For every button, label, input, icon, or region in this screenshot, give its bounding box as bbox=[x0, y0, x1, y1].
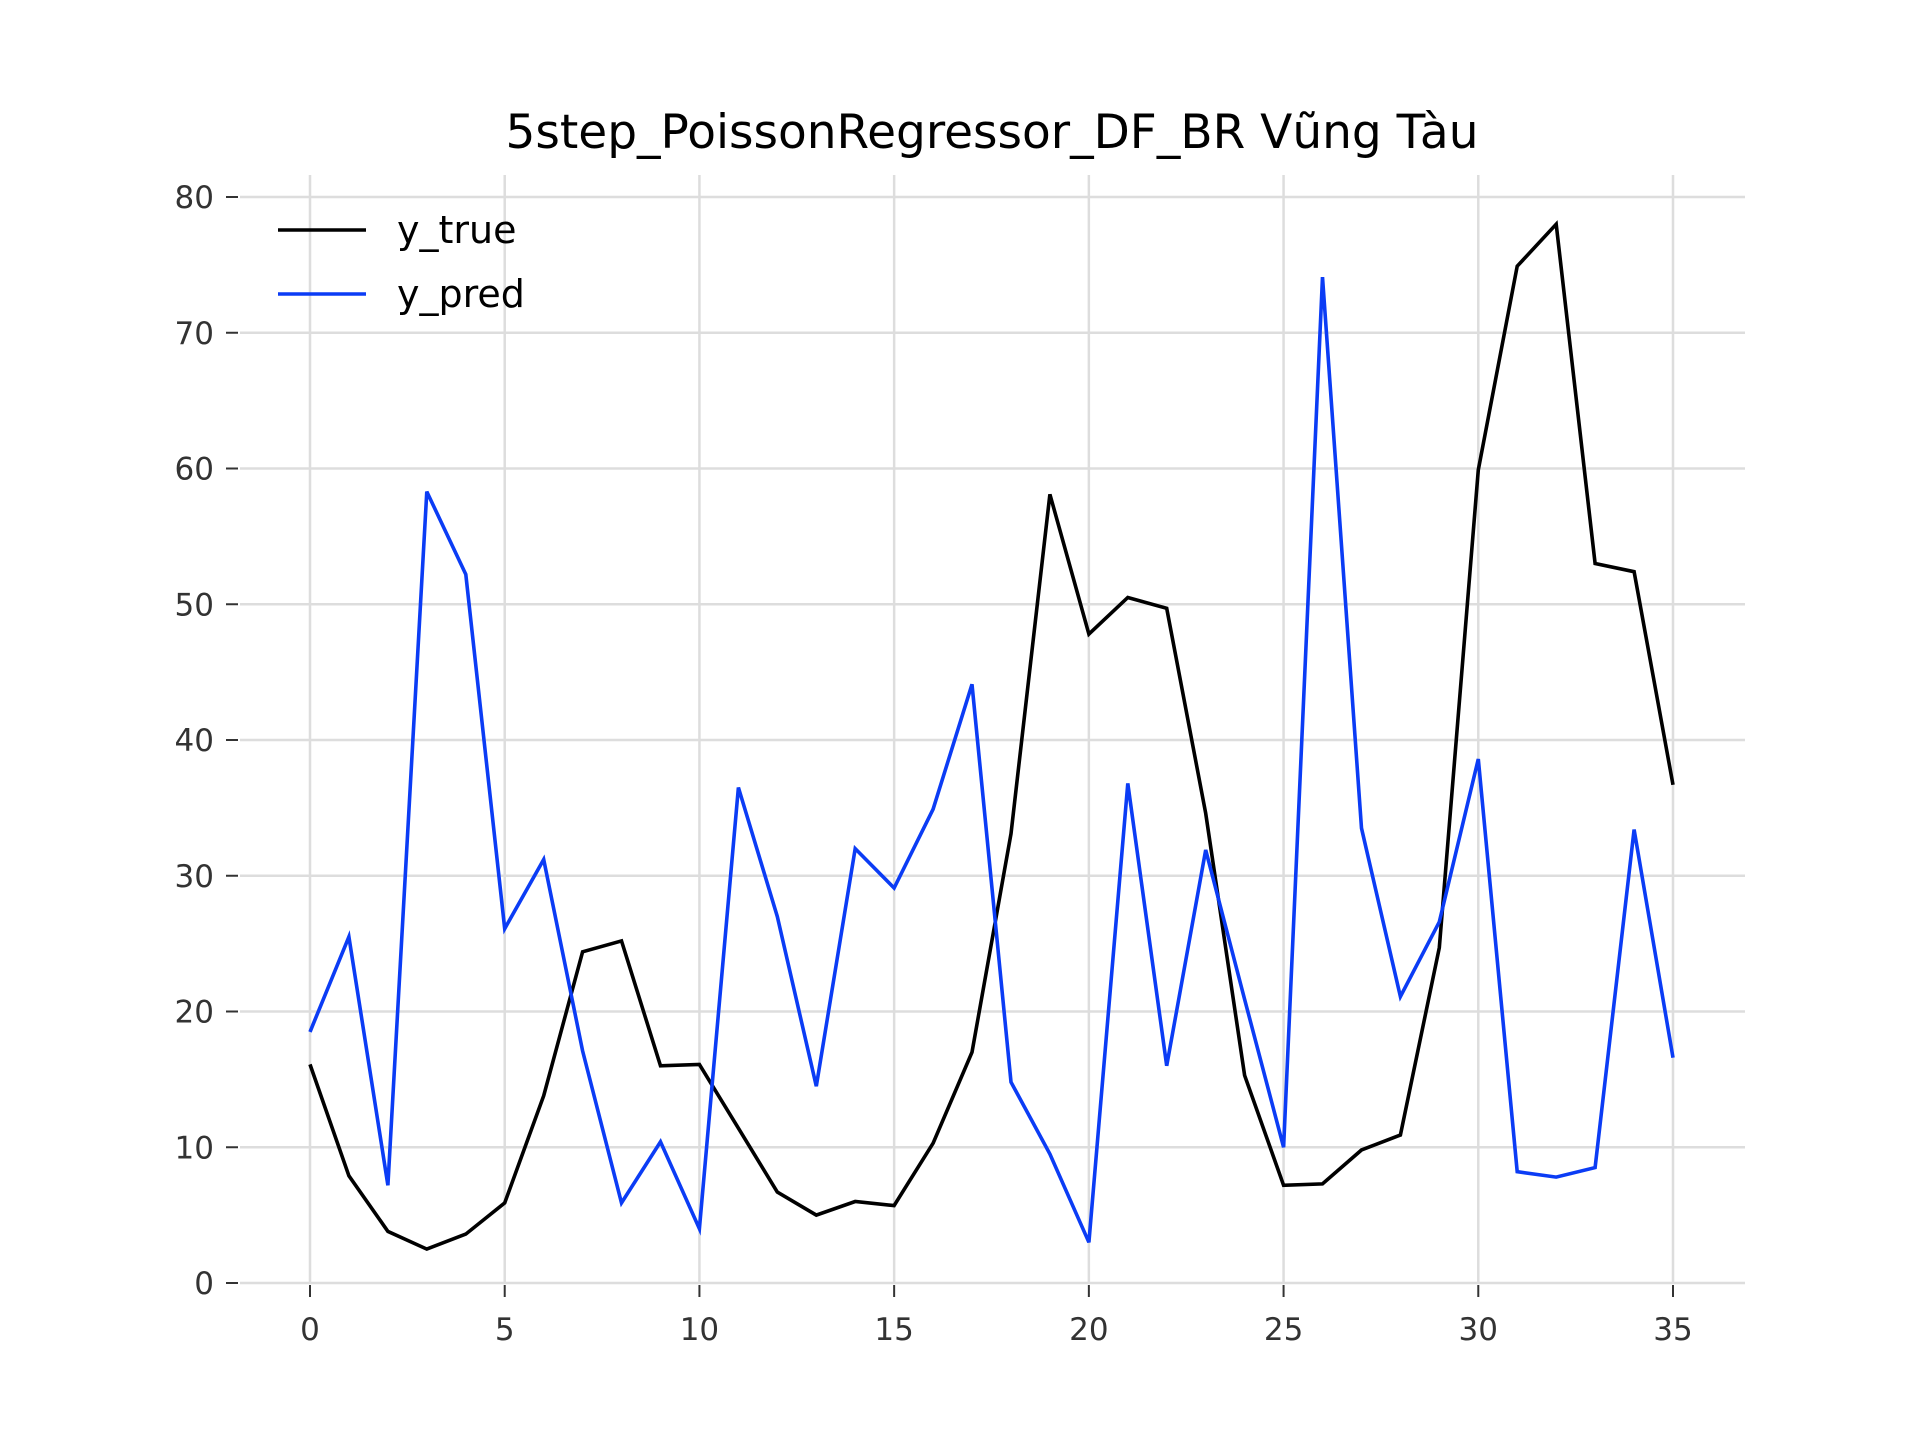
x-tick-label: 15 bbox=[874, 1312, 913, 1348]
x-tick-label: 25 bbox=[1264, 1312, 1303, 1348]
series-line-y-pred bbox=[308, 276, 1675, 1244]
legend: y_true y_pred bbox=[278, 208, 525, 316]
y-tick-label: 60 bbox=[175, 452, 214, 488]
chart-title: 5step_PoissonRegressor_DF_BR Vũng Tàu bbox=[505, 105, 1478, 160]
x-tick-label: 20 bbox=[1069, 1312, 1108, 1348]
y-tick-label: 30 bbox=[175, 859, 214, 895]
x-tick-label: 35 bbox=[1653, 1312, 1692, 1348]
y-tick-label: 50 bbox=[175, 587, 214, 623]
legend-label-y-true: y_true bbox=[397, 208, 516, 252]
x-tick-label: 0 bbox=[300, 1312, 320, 1348]
series-layer bbox=[308, 220, 1675, 1252]
axis-ticks: 0 10 20 30 40 50 60 70 80 0 5 10 15 20 25 30 35 bbox=[175, 180, 1693, 1348]
y-tick-label: 40 bbox=[175, 723, 214, 759]
x-tick-label: 10 bbox=[680, 1312, 719, 1348]
grid bbox=[240, 175, 1745, 1285]
y-tick-label: 10 bbox=[175, 1130, 214, 1166]
x-tick-label: 30 bbox=[1459, 1312, 1498, 1348]
y-tick-label: 70 bbox=[175, 316, 214, 352]
series-line-y-true bbox=[308, 220, 1675, 1252]
legend-label-y-pred: y_pred bbox=[397, 272, 525, 316]
x-tick-label: 5 bbox=[495, 1312, 515, 1348]
y-tick-label: 80 bbox=[175, 180, 214, 216]
y-tick-label: 0 bbox=[194, 1266, 214, 1302]
y-tick-label: 20 bbox=[175, 995, 214, 1031]
